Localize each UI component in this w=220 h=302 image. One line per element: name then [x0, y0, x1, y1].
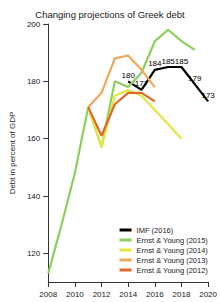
svg-text:160: 160 [27, 134, 41, 143]
svg-text:Ernst & Young (2012): Ernst & Young (2012) [137, 266, 209, 275]
svg-text:Ernst & Young (2013): Ernst & Young (2013) [137, 256, 209, 265]
svg-text:180: 180 [121, 71, 135, 80]
svg-text:180: 180 [27, 77, 41, 86]
svg-text:2018: 2018 [173, 290, 191, 299]
svg-text:179: 179 [188, 74, 202, 83]
svg-text:184: 184 [148, 59, 162, 68]
svg-text:177: 177 [135, 79, 149, 88]
svg-text:2016: 2016 [146, 290, 164, 299]
svg-text:140: 140 [27, 192, 41, 201]
svg-text:185: 185 [175, 57, 189, 66]
svg-text:2008: 2008 [39, 290, 57, 299]
svg-text:173: 173 [201, 91, 215, 100]
svg-text:IMF (2016): IMF (2016) [137, 226, 174, 235]
svg-text:120: 120 [27, 249, 41, 258]
svg-text:Ernst & Young (2015): Ernst & Young (2015) [137, 236, 209, 245]
svg-text:2020: 2020 [199, 290, 217, 299]
svg-text:200: 200 [27, 20, 41, 29]
svg-text:2014: 2014 [119, 290, 137, 299]
svg-text:2010: 2010 [66, 290, 84, 299]
svg-text:Changing projections of Greek: Changing projections of Greek debt [35, 9, 185, 20]
svg-text:185: 185 [161, 57, 175, 66]
svg-text:2012: 2012 [93, 290, 111, 299]
svg-text:Debt in percent of GDP: Debt in percent of GDP [8, 112, 17, 195]
svg-text:Ernst & Young (2014): Ernst & Young (2014) [137, 246, 209, 255]
